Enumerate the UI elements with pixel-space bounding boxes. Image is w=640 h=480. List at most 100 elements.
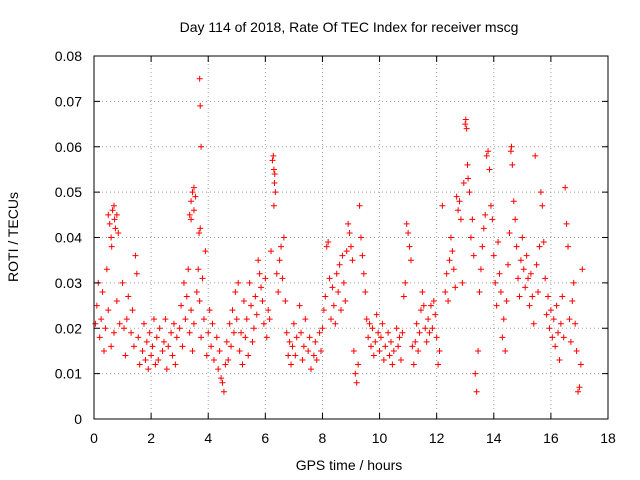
data-point xyxy=(467,234,474,241)
data-point xyxy=(359,252,366,259)
data-point xyxy=(362,288,369,295)
data-point xyxy=(145,366,152,373)
data-point xyxy=(322,293,329,300)
data-point xyxy=(186,211,193,218)
data-point xyxy=(165,343,172,350)
data-point xyxy=(429,325,436,332)
data-point xyxy=(196,298,203,305)
data-point xyxy=(496,270,503,277)
data-point xyxy=(559,293,566,300)
data-point xyxy=(466,189,473,196)
data-point xyxy=(111,216,118,223)
data-point xyxy=(133,270,140,277)
data-point xyxy=(110,202,117,209)
data-point xyxy=(256,270,263,277)
data-point xyxy=(400,293,407,300)
x-tick-label: 16 xyxy=(543,430,559,446)
data-point xyxy=(242,334,249,341)
data-point xyxy=(258,284,265,291)
data-point xyxy=(539,202,546,209)
data-point xyxy=(188,216,195,223)
data-point xyxy=(262,275,269,282)
data-point xyxy=(532,152,539,159)
data-point xyxy=(416,329,423,336)
data-point xyxy=(268,248,275,255)
data-point xyxy=(183,293,190,300)
data-point xyxy=(155,357,162,364)
data-point xyxy=(222,361,229,368)
data-point xyxy=(202,248,209,255)
data-point xyxy=(193,288,200,295)
data-point xyxy=(462,116,469,123)
data-point xyxy=(470,252,477,259)
data-point xyxy=(306,334,313,341)
data-point xyxy=(455,207,462,214)
data-point xyxy=(330,302,337,309)
data-point xyxy=(122,352,129,359)
data-point xyxy=(190,184,197,191)
data-point xyxy=(450,266,457,273)
y-tick-label: 0.07 xyxy=(55,93,82,109)
data-point xyxy=(542,275,549,282)
chart-title: Day 114 of 2018, Rate Of TEC Index for r… xyxy=(180,19,519,35)
data-point xyxy=(265,307,272,314)
data-point xyxy=(188,198,195,205)
data-point xyxy=(480,225,487,232)
data-point xyxy=(426,329,433,336)
data-point xyxy=(523,252,530,259)
data-point xyxy=(328,316,335,323)
data-point xyxy=(235,279,242,286)
data-point xyxy=(402,279,409,286)
data-point xyxy=(252,293,259,300)
data-point xyxy=(98,316,105,323)
data-point xyxy=(348,243,354,250)
data-point xyxy=(119,279,126,286)
y-tick-label: 0.04 xyxy=(55,230,82,246)
x-tick-labels: 0 2 4 6 8 10 12 14 16 18 xyxy=(90,430,616,446)
data-point xyxy=(203,352,210,359)
data-points xyxy=(92,75,586,395)
data-point xyxy=(172,361,179,368)
data-point xyxy=(320,307,327,314)
data-point xyxy=(385,329,392,336)
data-point xyxy=(377,334,384,341)
data-point xyxy=(412,338,419,345)
data-point xyxy=(173,334,180,341)
data-point xyxy=(406,243,413,250)
data-point xyxy=(379,320,386,327)
data-point xyxy=(489,216,496,223)
data-point xyxy=(533,261,540,268)
data-point xyxy=(278,243,285,250)
data-point xyxy=(142,357,149,364)
data-point xyxy=(367,343,374,350)
data-point xyxy=(233,316,240,323)
data-point xyxy=(537,189,544,196)
data-point xyxy=(150,316,157,323)
data-point xyxy=(159,347,166,354)
data-point xyxy=(495,239,502,246)
data-point xyxy=(577,361,584,368)
data-point xyxy=(335,288,342,295)
data-point xyxy=(223,338,230,345)
data-point xyxy=(550,316,557,323)
data-point xyxy=(397,357,404,364)
data-point xyxy=(100,347,107,354)
data-point xyxy=(200,316,207,323)
data-point xyxy=(349,257,356,264)
data-point xyxy=(492,279,499,286)
data-point xyxy=(435,361,442,368)
data-point xyxy=(399,329,406,336)
data-point xyxy=(228,343,235,350)
data-point xyxy=(218,375,225,382)
data-point xyxy=(487,202,494,209)
data-point xyxy=(350,347,357,354)
data-point xyxy=(390,347,397,354)
data-point xyxy=(565,243,572,250)
data-point xyxy=(139,347,146,354)
data-point xyxy=(130,343,137,350)
data-point xyxy=(427,302,434,309)
data-point xyxy=(105,211,112,218)
data-point xyxy=(199,275,206,282)
data-point xyxy=(149,343,156,350)
